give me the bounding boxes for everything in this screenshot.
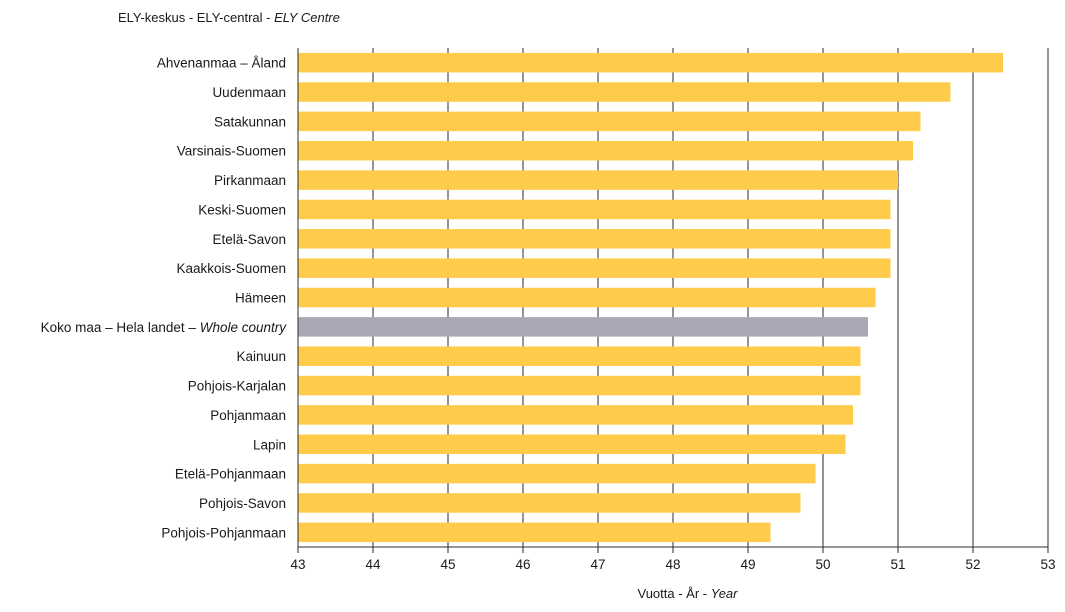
category-label-text-13: Lapin: [253, 437, 286, 452]
category-axis-title-sep-2: -: [262, 10, 275, 25]
category-label-text-7: Kaakkois-Suomen: [176, 261, 286, 276]
category-label-text-9: Koko maa – Hela landet –: [41, 320, 200, 335]
category-label-text-0: Ahvenanmaa – Åland: [157, 56, 286, 71]
category-label-10: Kainuun: [236, 349, 286, 364]
bar-15: [298, 493, 801, 513]
category-label-text-15: Pohjois-Savon: [199, 496, 286, 511]
bar-13: [298, 434, 846, 455]
category-label-3: Varsinais-Suomen: [177, 144, 286, 159]
category-axis-title-sv: ELY-central: [196, 10, 263, 25]
x-tick-label-44: 44: [365, 557, 381, 572]
bar-12: [298, 405, 853, 425]
bar-14: [298, 463, 816, 484]
category-label-0: Ahvenanmaa – Åland: [157, 56, 286, 71]
category-label-text-4: Pirkanmaan: [214, 173, 286, 188]
category-label-text-6: Etelä-Savon: [212, 232, 286, 247]
category-label-4: Pirkanmaan: [214, 173, 286, 188]
x-tick-label-53: 53: [1040, 557, 1055, 572]
x-tick-label-48: 48: [665, 557, 680, 572]
category-label-1: Uudenmaan: [212, 85, 286, 100]
category-label-5: Keski-Suomen: [198, 202, 286, 217]
category-label-16: Pohjois-Pohjanmaan: [161, 525, 286, 540]
category-label-text-16: Pohjois-Pohjanmaan: [161, 525, 286, 540]
category-label-6: Etelä-Savon: [212, 232, 286, 247]
bar-5: [298, 199, 891, 220]
category-label-7: Kaakkois-Suomen: [176, 261, 286, 276]
bar-9: [298, 317, 868, 337]
category-label-text-1: Uudenmaan: [212, 85, 286, 100]
x-axis-title-sv: År: [686, 586, 700, 601]
category-axis-title-fi: ELY-keskus: [118, 10, 186, 25]
category-label-text-10: Kainuun: [236, 349, 286, 364]
x-axis-title-sep-1: -: [674, 586, 687, 601]
category-label-text-2: Satakunnan: [214, 114, 286, 129]
category-label-9: Koko maa – Hela landet – Whole country: [41, 320, 288, 335]
category-label-text-12: Pohjanmaan: [210, 408, 286, 423]
x-axis-title-fi: Vuotta: [637, 586, 675, 601]
x-tick-label-52: 52: [965, 557, 980, 572]
category-label-11: Pohjois-Karjalan: [188, 379, 286, 394]
x-axis-title-sep-2: -: [699, 586, 711, 601]
bar-4: [298, 170, 898, 190]
category-label-2: Satakunnan: [214, 114, 286, 129]
category-axis-title: ELY-keskus - ELY-central - ELY Centre: [118, 10, 340, 25]
bar-11: [298, 375, 861, 396]
category-label-15: Pohjois-Savon: [199, 496, 286, 511]
x-tick-label-51: 51: [890, 557, 905, 572]
category-label-14: Etelä-Pohjanmaan: [175, 467, 286, 482]
x-axis-title: Vuotta - År - Year: [0, 586, 1065, 601]
category-label-8: Hämeen: [235, 291, 286, 306]
bar-10: [298, 346, 861, 366]
category-label-italic-9: Whole country: [200, 320, 288, 335]
bar-2: [298, 111, 921, 132]
category-label-text-3: Varsinais-Suomen: [177, 144, 286, 159]
x-tick-label-45: 45: [440, 557, 455, 572]
category-label-12: Pohjanmaan: [210, 408, 286, 423]
bar-6: [298, 229, 891, 249]
category-label-text-11: Pohjois-Karjalan: [188, 379, 286, 394]
x-tick-label-43: 43: [290, 557, 305, 572]
category-label-text-8: Hämeen: [235, 291, 286, 306]
category-label-text-14: Etelä-Pohjanmaan: [175, 467, 286, 482]
category-label-13: Lapin: [253, 437, 286, 452]
x-tick-label-50: 50: [815, 557, 830, 572]
bar-7: [298, 258, 891, 278]
bar-16: [298, 522, 771, 543]
x-tick-label-49: 49: [740, 557, 755, 572]
category-label-text-5: Keski-Suomen: [198, 202, 286, 217]
x-axis-title-en: Year: [710, 586, 738, 601]
bar-1: [298, 82, 951, 102]
bar-8: [298, 287, 876, 308]
bar-3: [298, 140, 913, 161]
category-axis-title-en: ELY Centre: [274, 10, 340, 25]
bar-0: [298, 52, 1003, 73]
x-tick-label-47: 47: [590, 557, 605, 572]
category-axis-title-sep-1: -: [185, 10, 197, 25]
x-tick-label-46: 46: [515, 557, 530, 572]
